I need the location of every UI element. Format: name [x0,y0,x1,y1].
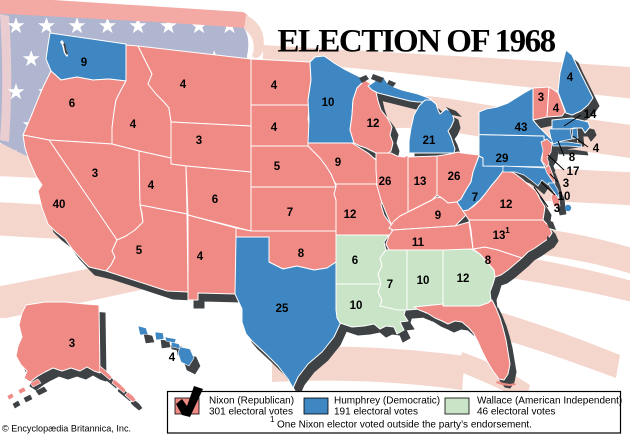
svg-text:26: 26 [379,176,392,188]
svg-text:9: 9 [81,57,87,69]
svg-text:7: 7 [387,279,393,291]
svg-text:8: 8 [485,255,492,267]
svg-text:13: 13 [414,176,427,188]
svg-text:One Nixon elector voted outsid: One Nixon elector voted outside the part… [277,420,532,431]
svg-text:4: 4 [567,72,574,84]
svg-text:9: 9 [435,210,441,222]
svg-text:5: 5 [136,245,143,257]
svg-text:25: 25 [276,303,289,315]
svg-text:5: 5 [274,161,281,173]
svg-text:11: 11 [412,237,425,249]
svg-text:7: 7 [472,192,478,204]
svg-text:8: 8 [298,248,305,260]
svg-text:ELECTION OF 1968: ELECTION OF 1968 [277,24,555,60]
svg-text:3: 3 [92,168,98,180]
svg-text:4: 4 [130,119,137,131]
svg-text:6: 6 [352,255,358,267]
svg-text:4: 4 [180,79,187,91]
svg-text:4: 4 [169,352,176,364]
svg-text:4: 4 [593,143,600,155]
svg-text:29: 29 [496,153,509,165]
svg-text:12: 12 [500,199,513,211]
svg-text:12: 12 [344,209,357,221]
svg-text:43: 43 [515,122,528,134]
svg-text:3: 3 [563,178,569,190]
svg-text:21: 21 [423,135,436,147]
svg-text:3: 3 [196,135,202,147]
svg-text:26: 26 [448,171,461,183]
svg-text:1: 1 [270,415,275,424]
svg-text:4: 4 [553,103,560,115]
svg-text:Humphrey (Democratic): Humphrey (Democratic) [334,396,440,407]
svg-text:10: 10 [350,300,363,312]
svg-text:46 electoral votes: 46 electoral votes [477,407,555,418]
svg-text:4: 4 [271,122,278,134]
svg-text:12: 12 [367,118,380,130]
svg-text:3: 3 [538,92,544,104]
svg-text:9: 9 [335,157,341,169]
svg-text:14: 14 [584,109,597,121]
svg-text:12: 12 [457,273,470,285]
svg-text:4: 4 [148,180,155,192]
svg-text:17: 17 [567,166,580,178]
svg-text:8: 8 [569,152,576,164]
svg-text:13: 13 [493,230,506,242]
svg-text:3: 3 [69,338,75,350]
svg-text:Nixon (Republican): Nixon (Republican) [209,396,294,407]
svg-text:191 electoral votes: 191 electoral votes [334,407,418,418]
svg-text:301 electoral votes: 301 electoral votes [209,407,293,418]
svg-text:10: 10 [558,191,571,203]
svg-text:6: 6 [212,194,218,206]
svg-text:40: 40 [53,199,66,211]
svg-text:10: 10 [322,97,335,109]
svg-text:© Encyclopædia Britannica, Inc: © Encyclopædia Britannica, Inc. [2,424,131,434]
svg-text:4: 4 [197,251,204,263]
svg-text:10: 10 [417,275,430,287]
svg-text:4: 4 [271,80,278,92]
svg-text:Wallace (American Independent): Wallace (American Independent) [477,396,622,407]
svg-text:7: 7 [287,207,293,219]
svg-text:3: 3 [554,203,560,215]
svg-text:1: 1 [505,226,510,235]
svg-text:6: 6 [69,98,75,110]
